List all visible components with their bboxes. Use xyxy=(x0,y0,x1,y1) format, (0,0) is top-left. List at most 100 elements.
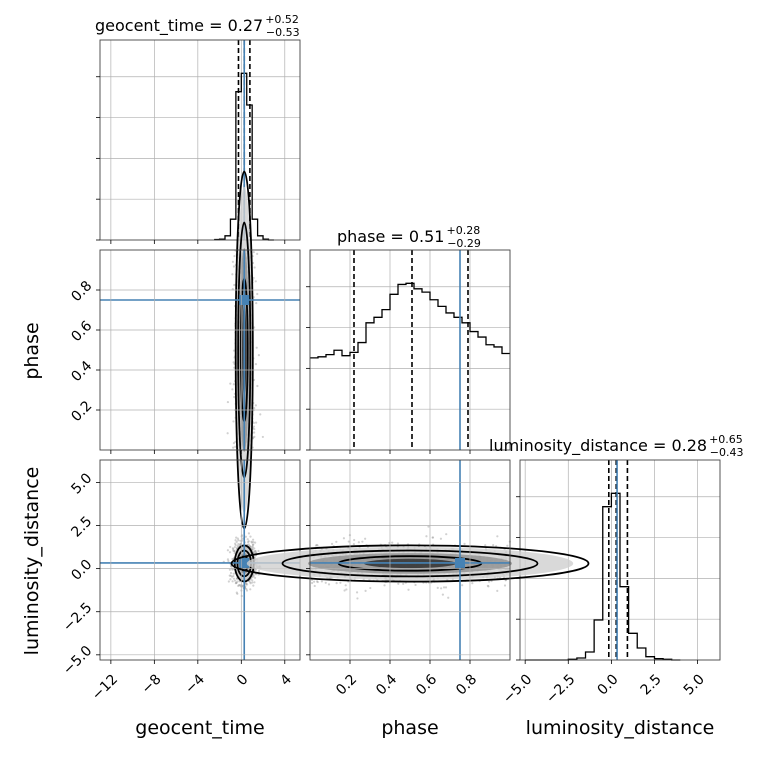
histogram-phase xyxy=(310,282,510,359)
sample-point xyxy=(245,589,249,592)
sample-point xyxy=(235,536,238,539)
sample-point xyxy=(440,587,443,590)
ytick-label: 0.2 xyxy=(68,398,95,425)
sample-point xyxy=(255,302,258,305)
sample-point xyxy=(231,547,234,550)
panel-frame-1-2 xyxy=(309,459,511,661)
sample-point xyxy=(342,537,346,540)
sample-point xyxy=(253,406,256,410)
sample-point xyxy=(241,584,244,587)
sample-point xyxy=(256,292,259,296)
sample-point xyxy=(234,440,237,443)
sample-point xyxy=(232,265,236,268)
sample-point xyxy=(447,596,450,599)
sample-point xyxy=(445,533,448,536)
sample-point xyxy=(239,542,243,545)
sample-point xyxy=(253,549,257,553)
xtick-label: 5.0 xyxy=(681,671,708,698)
xtick-label: 0.2 xyxy=(333,671,360,698)
sample-point xyxy=(256,252,259,255)
grid-0-0 xyxy=(100,40,300,240)
sample-point xyxy=(486,584,489,587)
sample-point xyxy=(253,550,256,554)
sample-point xyxy=(229,578,232,581)
sample-point xyxy=(436,586,439,589)
sample-point xyxy=(234,539,237,542)
sample-point xyxy=(254,551,257,554)
sample-point xyxy=(361,540,364,543)
panel-geocent_time-phase xyxy=(100,170,300,530)
sample-point xyxy=(232,577,235,580)
sample-point xyxy=(232,548,235,551)
title-phase: phase = 0.51 +0.28 −0.29 xyxy=(337,224,481,250)
sample-point xyxy=(232,446,235,449)
sample-point xyxy=(254,363,258,366)
sample-point xyxy=(252,425,256,428)
sample-point xyxy=(327,583,331,586)
truth-marker xyxy=(239,295,250,305)
sample-point xyxy=(229,574,232,577)
sample-point xyxy=(254,404,257,407)
sample-point xyxy=(233,254,236,258)
sample-point xyxy=(227,580,230,583)
sample-point xyxy=(238,583,241,587)
ylabel-phase: phase xyxy=(21,322,43,379)
sample-point xyxy=(232,572,235,575)
sample-point xyxy=(249,545,252,548)
grid-1-2 xyxy=(310,460,510,660)
sample-point xyxy=(240,535,243,538)
sample-point xyxy=(487,580,491,583)
sample-point xyxy=(236,537,240,540)
sample-point xyxy=(431,536,435,539)
sample-point xyxy=(496,589,499,592)
ylabel-luminosity-distance: luminosity_distance xyxy=(21,467,43,656)
ytick-label: 0.8 xyxy=(68,278,95,305)
sample-point xyxy=(230,565,233,568)
sample-point xyxy=(229,571,233,575)
sample-point xyxy=(314,544,318,547)
ytick-label: 5.0 xyxy=(68,470,95,497)
sample-point xyxy=(235,591,238,594)
sample-point xyxy=(439,537,443,540)
grid-1-1 xyxy=(310,250,510,450)
sample-point xyxy=(252,584,255,587)
sample-point xyxy=(253,576,257,579)
xtick-label: −12 xyxy=(89,671,121,703)
sample-point xyxy=(427,525,430,528)
sample-point xyxy=(252,436,255,439)
sample-point xyxy=(442,586,446,589)
sample-point xyxy=(253,435,256,438)
sample-point xyxy=(232,574,235,578)
sample-point xyxy=(441,593,444,596)
sample-point xyxy=(234,543,237,547)
sample-point xyxy=(234,445,237,448)
title-luminosity-distance: luminosity_distance = 0.28 +0.65 −0.43 xyxy=(489,433,744,459)
sample-point xyxy=(233,579,237,582)
sample-point xyxy=(228,551,232,554)
sample-point xyxy=(245,583,249,586)
sample-point xyxy=(504,579,507,582)
xtick-label: 0.8 xyxy=(453,671,480,698)
panel-frame-0-0 xyxy=(99,39,301,241)
sample-point xyxy=(391,541,394,544)
sample-point xyxy=(228,574,231,577)
sample-point xyxy=(339,581,342,584)
sample-point xyxy=(352,542,355,546)
sample-point xyxy=(364,537,367,540)
xlabel-geocent-time: geocent_time xyxy=(135,717,264,739)
sample-point xyxy=(259,413,262,416)
sample-point xyxy=(232,383,235,386)
sample-point xyxy=(383,584,386,587)
sample-point xyxy=(253,569,256,572)
sample-point xyxy=(316,580,319,584)
xtick-label: 0.6 xyxy=(413,671,440,698)
sample-point xyxy=(236,592,239,595)
truth-marker xyxy=(239,557,250,568)
ytick-label: 0.4 xyxy=(68,358,95,385)
sample-point xyxy=(226,432,229,435)
sample-point xyxy=(249,588,252,591)
sample-point xyxy=(357,541,360,544)
sample-point xyxy=(247,543,250,546)
xtick-label: −8 xyxy=(139,671,165,697)
